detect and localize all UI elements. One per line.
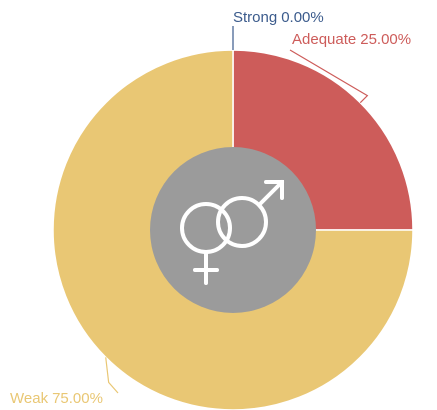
slice-label: Strong 0.00%	[233, 9, 324, 26]
category-label: Adequate	[292, 31, 356, 48]
category-label: Strong	[233, 9, 277, 26]
category-label: Weak	[10, 390, 49, 407]
value-label: 25.00%	[360, 31, 411, 48]
value-label: 75.00%	[52, 390, 103, 407]
leader-line	[289, 49, 369, 104]
value-label: 0.00%	[281, 9, 324, 26]
slice-label: Adequate 25.00%	[292, 31, 411, 48]
slice-label: Weak 75.00%	[10, 390, 103, 407]
center-disc	[150, 147, 316, 313]
leader-line	[105, 357, 119, 394]
gender-icon	[180, 180, 284, 285]
